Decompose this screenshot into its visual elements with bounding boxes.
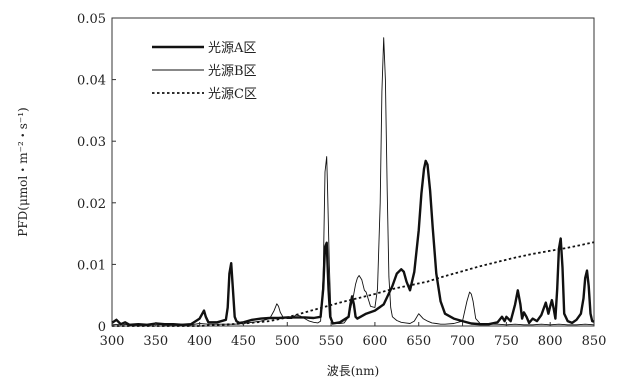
x-tick-label: 650 bbox=[406, 334, 431, 349]
x-tick-label: 300 bbox=[100, 334, 125, 349]
legend-label-3: 光源C区 bbox=[208, 87, 257, 102]
series-line-1 bbox=[111, 159, 595, 326]
legend-label-1: 光源A区 bbox=[208, 41, 256, 56]
x-tick-label: 750 bbox=[494, 334, 519, 349]
plot-area bbox=[111, 17, 595, 327]
x-tick-label: 550 bbox=[319, 334, 344, 349]
x-axis-ticks: 300 350 400 450 500 550 600 650 700 750 800 850 bbox=[100, 322, 607, 349]
y-tick-label: 0 bbox=[98, 320, 106, 335]
x-tick-label: 850 bbox=[582, 334, 607, 349]
x-tick-label: 600 bbox=[362, 334, 387, 349]
x-tick-label: 700 bbox=[450, 334, 475, 349]
series-line-2 bbox=[111, 37, 595, 326]
x-axis-title: 波長(nm) bbox=[327, 364, 379, 378]
plot-frame bbox=[111, 17, 595, 327]
y-tick-label: 0.05 bbox=[77, 12, 106, 27]
legend-label-2: 光源B区 bbox=[208, 64, 257, 79]
y-axis-title: PFD(μmol・m⁻²・s⁻¹) bbox=[16, 107, 30, 236]
y-tick-label: 0.02 bbox=[77, 197, 106, 212]
y-axis-ticks: 0 0.01 0.02 0.03 0.04 0.05 bbox=[77, 12, 116, 335]
series-line-3 bbox=[112, 241, 595, 327]
x-tick-label: 400 bbox=[187, 334, 212, 349]
series-layer bbox=[111, 37, 595, 327]
x-tick-label: 500 bbox=[275, 334, 300, 349]
x-tick-label: 350 bbox=[143, 334, 168, 349]
x-tick-label: 450 bbox=[231, 334, 256, 349]
y-tick-label: 0.01 bbox=[77, 258, 106, 273]
x-tick-label: 800 bbox=[538, 334, 563, 349]
y-tick-label: 0.04 bbox=[77, 74, 106, 89]
y-tick-label: 0.03 bbox=[77, 135, 106, 150]
